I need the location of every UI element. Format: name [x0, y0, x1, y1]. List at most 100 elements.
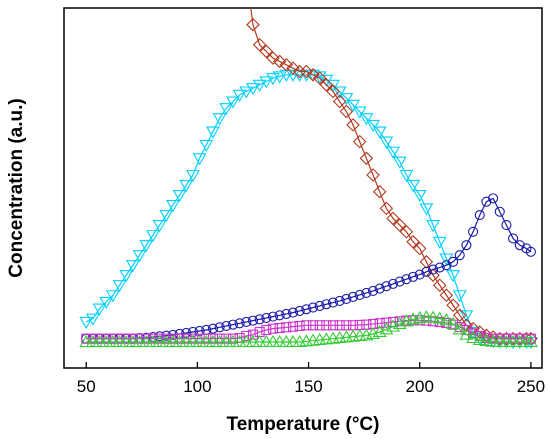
- diamond-data-point: [439, 288, 454, 303]
- triangle-up-data-point: [145, 334, 160, 348]
- triangle-down-data-point: [299, 69, 314, 82]
- triangle-up-data-point: [132, 334, 147, 348]
- x-axis-label: Temperature (°C): [227, 414, 380, 435]
- diamond-data-point: [366, 168, 380, 182]
- square-data-point: [114, 333, 125, 344]
- square-data-point: [141, 333, 152, 344]
- triangle-down-data-point: [332, 86, 347, 99]
- square-data-point: [314, 320, 325, 331]
- triangle-down-data-point: [259, 76, 274, 89]
- circle-data-point: [394, 276, 405, 287]
- triangle-down-data-point: [432, 236, 447, 249]
- triangle-down-data-point: [85, 313, 100, 326]
- square-data-point: [374, 318, 385, 329]
- square-data-point: [201, 333, 212, 344]
- circle-data-point: [234, 318, 245, 329]
- triangle-down-data-point: [92, 303, 107, 316]
- diamond-data-point: [339, 104, 354, 119]
- circle-data-point: [181, 327, 192, 339]
- circle-data-point: [468, 226, 479, 237]
- triangle-down-data-point: [232, 89, 247, 102]
- circle-data-point: [221, 320, 232, 332]
- circle-data-point: [381, 281, 392, 292]
- square-data-point: [334, 320, 345, 331]
- circle-data-point: [274, 310, 285, 321]
- square-data-point: [301, 320, 312, 331]
- square-data-point: [187, 333, 198, 344]
- diamond-data-point: [252, 37, 267, 52]
- triangle-down-data-point: [226, 96, 240, 109]
- x-axis-ticks: 50 100 150 200 250: [77, 362, 545, 396]
- square-data-point: [221, 333, 232, 344]
- triangle-down-data-point: [219, 103, 234, 116]
- circle-data-point: [367, 285, 379, 296]
- x-tick-label: 150: [294, 377, 322, 396]
- x-tick-label: 100: [183, 377, 211, 396]
- series-layer: [79, 8, 538, 350]
- diamond-data-point: [452, 308, 467, 323]
- triangle-up-data-point: [266, 334, 280, 348]
- triangle-up-data-point: [92, 334, 107, 348]
- circle-data-point: [501, 220, 512, 231]
- triangle-up-data-point: [479, 333, 494, 347]
- circle-data-point: [434, 262, 445, 273]
- triangle-down-data-point: [165, 200, 180, 213]
- triangle-down-data-point: [266, 73, 280, 86]
- square-data-point: [207, 333, 219, 344]
- triangle-up-data-point: [172, 334, 187, 348]
- diamond-data-point: [279, 58, 294, 72]
- diamond-data-point: [352, 134, 367, 149]
- diamond-data-point: [299, 64, 314, 79]
- diamond-data-point: [286, 61, 300, 75]
- triangle-up-data-point: [125, 334, 140, 348]
- triangle-down-data-point: [239, 86, 254, 99]
- triangle-down-data-point: [179, 179, 194, 193]
- triangle-up-data-point: [246, 334, 260, 348]
- triangle-up-data-point: [286, 334, 300, 348]
- triangle-up-data-point: [426, 310, 441, 323]
- circle-data-point: [401, 274, 412, 285]
- circle-data-point: [525, 246, 536, 257]
- square-data-point: [227, 333, 239, 344]
- diamond-data-point: [426, 268, 440, 282]
- circle-data-point: [214, 322, 225, 333]
- diamond-data-point: [399, 225, 414, 239]
- triangle-up-data-point: [523, 334, 538, 348]
- triangle-down-data-point: [139, 240, 154, 253]
- triangle-down-data-point: [112, 280, 127, 293]
- triangle-down-data-point: [272, 71, 287, 84]
- triangle-up-data-point: [446, 316, 461, 330]
- circle-data-point: [207, 323, 219, 334]
- triangle-up-data-point: [192, 334, 207, 348]
- diamond-data-point: [446, 298, 460, 313]
- circle-data-point: [408, 271, 419, 282]
- triangle-up-data-point: [492, 334, 507, 348]
- triangle-down-data-point: [452, 290, 467, 303]
- circle-data-point: [307, 302, 319, 313]
- square-data-point: [107, 333, 118, 344]
- triangle-down-data-point: [459, 310, 474, 323]
- triangle-up-data-point: [119, 334, 134, 348]
- square-data-point: [87, 333, 98, 344]
- y-axis-label: Concentration (a.u.): [6, 98, 27, 277]
- square-data-point: [94, 333, 105, 344]
- square-data-point: [514, 333, 525, 344]
- square-data-point: [421, 315, 432, 326]
- square-data-point: [134, 333, 145, 344]
- triangle-up-data-point: [232, 334, 247, 348]
- triangle-up-data-point: [279, 334, 294, 348]
- circle-data-point: [294, 305, 305, 316]
- diamond-data-point: [372, 184, 387, 199]
- square-data-point: [247, 329, 259, 340]
- circle-data-point: [428, 264, 439, 275]
- diamond-data-point: [359, 151, 374, 166]
- square-data-point: [167, 333, 178, 344]
- triangle-down-data-point: [172, 189, 187, 203]
- circle-data-point: [481, 196, 492, 207]
- triangle-up-series: [79, 310, 538, 348]
- circle-data-point: [387, 278, 399, 289]
- triangle-up-data-point: [199, 334, 214, 348]
- triangle-up-data-point: [252, 334, 267, 348]
- diamond-data-point: [246, 17, 260, 32]
